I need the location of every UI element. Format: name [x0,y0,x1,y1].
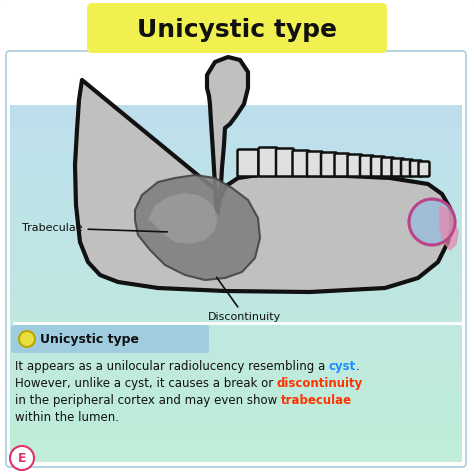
Text: .: . [356,360,360,373]
FancyBboxPatch shape [347,155,363,176]
FancyBboxPatch shape [307,152,323,176]
FancyBboxPatch shape [335,154,349,176]
FancyBboxPatch shape [276,148,294,176]
PathPatch shape [135,175,260,280]
FancyBboxPatch shape [87,3,387,53]
Text: cyst: cyst [329,360,356,373]
FancyBboxPatch shape [10,55,462,105]
FancyBboxPatch shape [292,151,310,176]
Text: Discontinuity: Discontinuity [209,277,282,322]
FancyBboxPatch shape [419,162,429,176]
FancyBboxPatch shape [11,325,209,353]
Circle shape [409,199,455,245]
FancyBboxPatch shape [371,156,385,176]
Text: within the lumen.: within the lumen. [15,411,119,424]
Circle shape [19,331,35,347]
Text: Trabeculae: Trabeculae [22,223,167,233]
Text: It appears as a unilocular radiolucency resembling a: It appears as a unilocular radiolucency … [15,360,329,373]
PathPatch shape [75,57,452,292]
Circle shape [10,446,34,470]
Text: trabeculae: trabeculae [281,394,352,407]
Text: Unicystic type: Unicystic type [137,18,337,42]
Text: discontinuity: discontinuity [277,377,363,390]
FancyBboxPatch shape [237,149,258,176]
FancyBboxPatch shape [321,153,337,176]
FancyBboxPatch shape [392,158,404,176]
Text: Unicystic type: Unicystic type [40,333,139,346]
FancyBboxPatch shape [258,147,277,176]
FancyBboxPatch shape [401,159,413,176]
PathPatch shape [148,193,218,244]
Text: in the peripheral cortex and may even show: in the peripheral cortex and may even sh… [15,394,281,407]
FancyBboxPatch shape [360,155,374,176]
Text: However, unlike a cyst, it causes a break or: However, unlike a cyst, it causes a brea… [15,377,277,390]
FancyBboxPatch shape [410,161,422,176]
FancyBboxPatch shape [382,157,394,176]
Text: E: E [18,452,26,465]
Polygon shape [440,206,458,250]
